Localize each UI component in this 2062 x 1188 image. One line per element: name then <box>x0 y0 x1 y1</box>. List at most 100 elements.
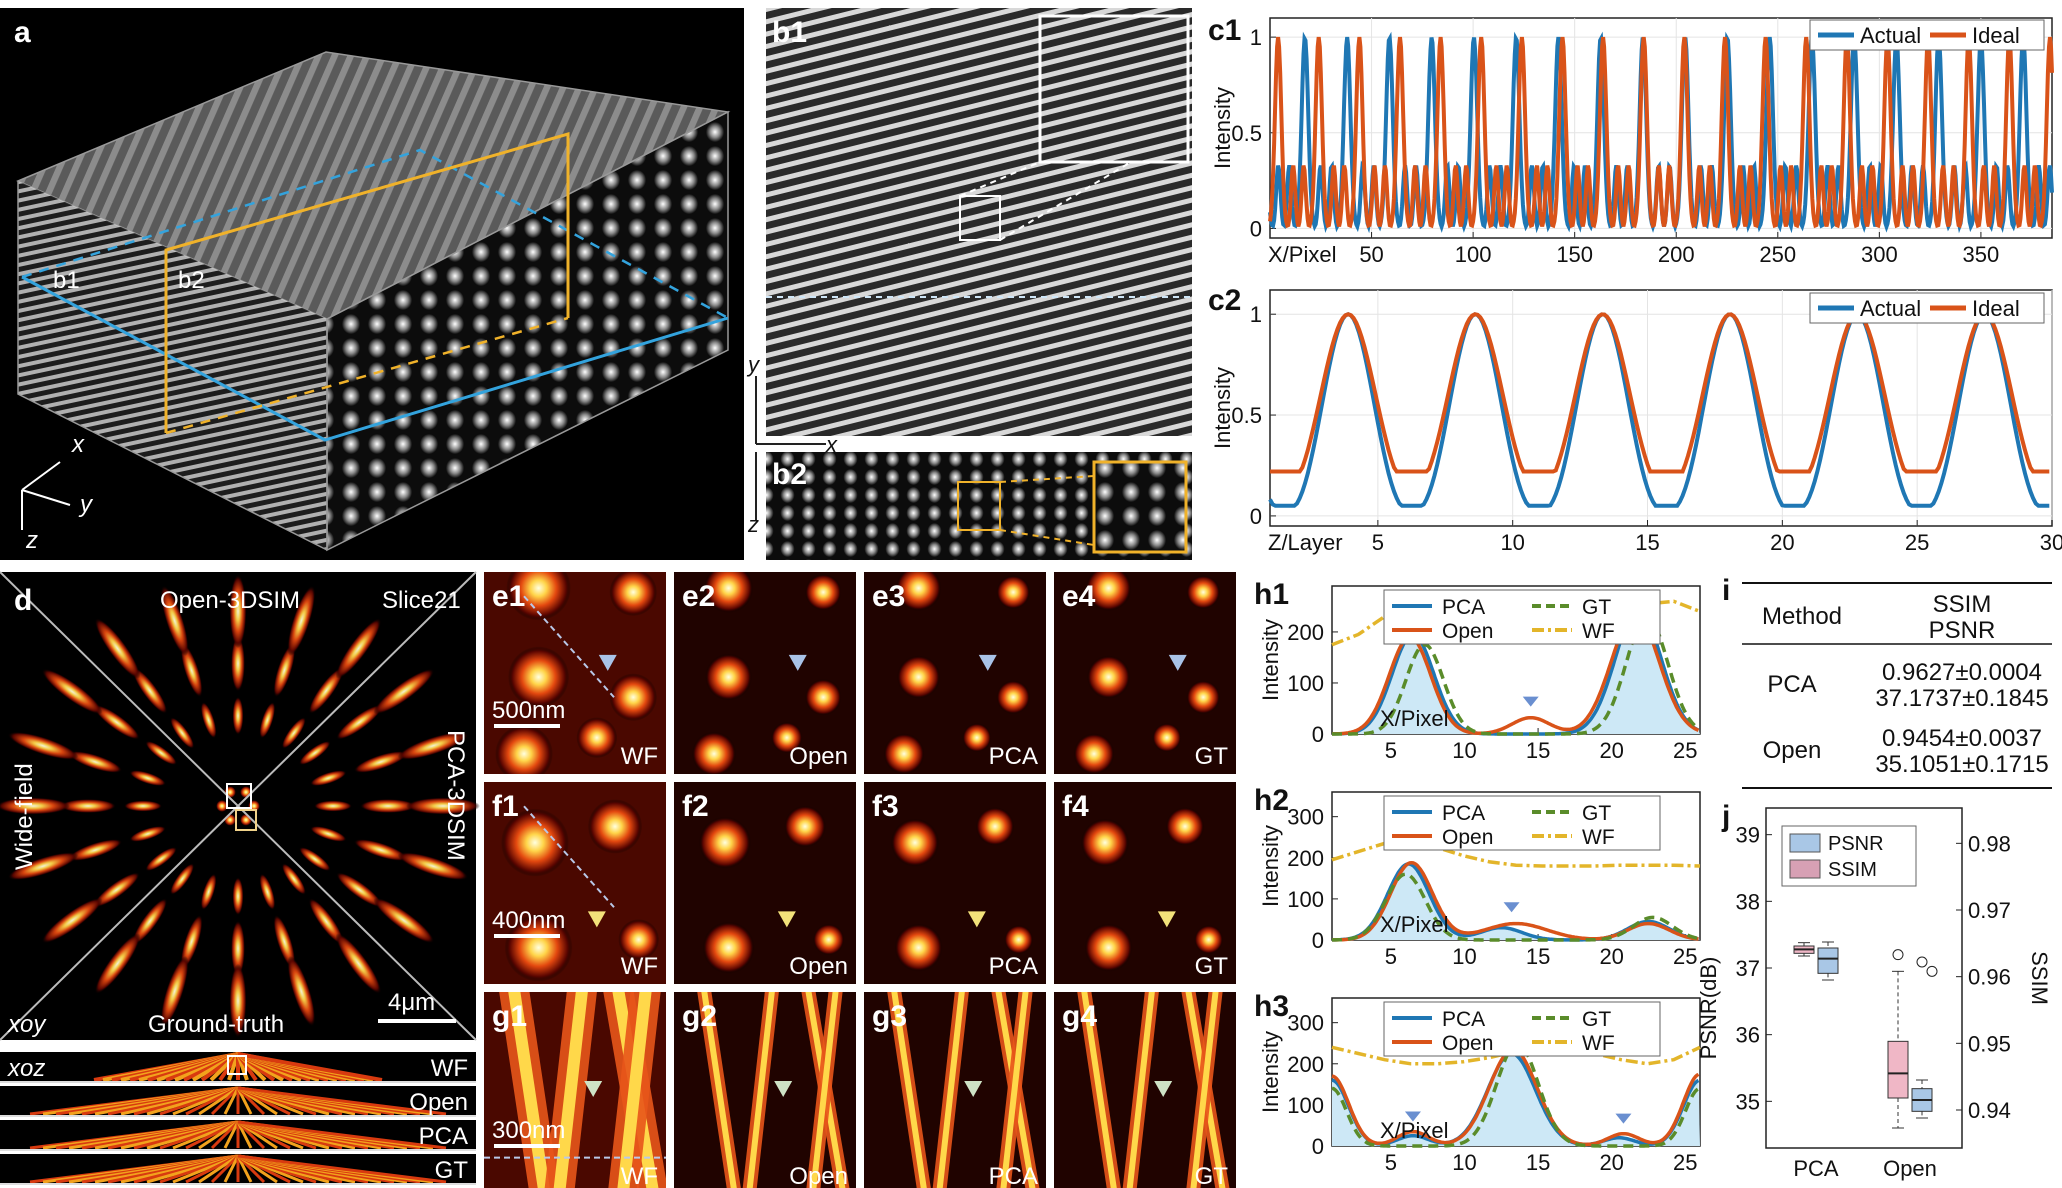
psf-lobe <box>129 826 166 842</box>
y-tick-label: 0 <box>1312 928 1324 953</box>
arrow-icon <box>1615 1113 1632 1124</box>
legend-label: GT <box>1582 1008 1611 1031</box>
y-tick-label: 0 <box>1312 722 1324 747</box>
y-tick-label: 300 <box>1287 1011 1324 1036</box>
emitter-dot <box>702 921 755 974</box>
psf-lobe <box>314 800 352 812</box>
col-method: Method <box>1762 603 1842 630</box>
tile-label: e3 <box>872 580 905 613</box>
psf-lobe <box>273 643 296 698</box>
col-psnr: PSNR <box>1929 617 1996 644</box>
x-tick-label: 15 <box>1526 944 1550 969</box>
xoz-ray <box>198 1120 239 1150</box>
psf-lobe <box>353 751 408 773</box>
legend-label: Open <box>1442 1032 1493 1055</box>
psf-lobe <box>170 863 195 895</box>
y-tick-label: 0 <box>1312 1134 1324 1159</box>
psf-lobe <box>232 696 244 735</box>
xoz-ray <box>210 1120 240 1150</box>
axis-x-label: x <box>71 431 85 458</box>
tile-tag: GT <box>1195 1163 1229 1188</box>
arrow-icon <box>967 911 986 928</box>
x-axis-label: Z/Layer <box>1268 530 1343 555</box>
x-tick-label: 50 <box>1359 242 1383 267</box>
emitter-dot <box>805 679 842 716</box>
psf-lobe <box>132 667 168 714</box>
b-axis-y: y <box>746 352 761 377</box>
psf-core-dot <box>224 786 236 799</box>
xoz-ray <box>237 1154 447 1184</box>
tile-label: g4 <box>1062 1000 1097 1033</box>
tile-content <box>1073 572 1221 774</box>
arrow-icon <box>598 654 617 671</box>
axes-triad: x y z <box>21 431 94 554</box>
legend-label: WF <box>1582 620 1615 643</box>
emitter-dot <box>771 722 803 754</box>
y-tick-label: 100 <box>1287 1093 1324 1118</box>
xoz-ray <box>236 1087 253 1115</box>
xoz-ray <box>223 1087 240 1115</box>
emitter-dot <box>1073 733 1115 774</box>
xoz-ray <box>236 1155 253 1183</box>
x-tick-label: 20 <box>1599 944 1623 969</box>
legend-label: PCA <box>1442 1008 1485 1031</box>
psf-lobe <box>93 704 140 740</box>
psf-lobe <box>180 643 203 698</box>
strip-tag-open: Open <box>409 1089 468 1116</box>
tile-content <box>499 992 666 1188</box>
box-ssim <box>1817 947 1839 974</box>
arrow-icon <box>1404 1111 1421 1122</box>
emitter-dot <box>996 575 1031 609</box>
panel-a: a b1 b2 x y z <box>0 8 744 560</box>
y-tick-label-right: 0.97 <box>1968 898 2011 923</box>
x-axis-label: X/Pixel <box>1380 1118 1448 1143</box>
slice-b1-label: b1 <box>53 267 80 294</box>
psf-lobe <box>200 873 217 910</box>
psf-lobe <box>7 731 79 760</box>
emitter-dot <box>1186 680 1221 715</box>
y-axis-label-left: PSNR(dB) <box>1696 957 1721 1060</box>
tile-content <box>697 992 850 1188</box>
x-tick-label: 20 <box>1599 1150 1623 1175</box>
y-tick-label: 38 <box>1736 889 1760 914</box>
emitter-dot <box>1004 925 1034 954</box>
emitter-dot <box>504 913 573 982</box>
arrow-icon <box>777 911 796 928</box>
arrow-icon <box>1503 902 1520 913</box>
emitter-dot <box>1165 807 1205 846</box>
x-tick-label: 15 <box>1635 530 1659 555</box>
axis-y-label: y <box>78 491 94 518</box>
legend-label: GT <box>1582 802 1611 825</box>
psf-lobe <box>259 702 276 739</box>
d-plane-label: xoy <box>7 1011 47 1038</box>
outlier-point <box>1916 956 1928 968</box>
psf-lobe <box>373 897 435 944</box>
emitter-dot <box>698 816 751 869</box>
xoz-plane-label: xoz <box>7 1055 45 1082</box>
legend-label: WF <box>1582 1032 1615 1055</box>
arrow-icon <box>788 654 807 671</box>
chart-j: 35 36 37 38 39 0.94 0.95 0.96 0.97 0.98 PSNR(dB) SS… <box>1696 807 2052 1181</box>
psf-lobe <box>299 847 331 872</box>
x-tick-label: 200 <box>1658 242 1695 267</box>
tile-g1: 300nm g1 WF <box>484 992 666 1188</box>
y-axis-label: Intensity <box>1258 1031 1283 1113</box>
y-tick-label-right: 0.94 <box>1968 1098 2011 1123</box>
y-tick-label: 300 <box>1287 805 1324 830</box>
x-axis-label: X/Pixel <box>1380 706 1448 731</box>
legend: Actual Ideal <box>1809 19 2045 51</box>
arrow-icon <box>587 911 606 928</box>
emitter-dot <box>587 799 643 854</box>
emitter-dot <box>1194 925 1224 954</box>
chart-c2: 5 10 15 20 25 30 0 0.5 1 Intensity Z/Layer Actual Id… <box>1210 289 2062 555</box>
x-tick-label: 15 <box>1526 738 1550 763</box>
psf-lobe <box>41 897 103 944</box>
tile-label: g3 <box>872 1000 907 1033</box>
x-tick-label: 25 <box>1673 1150 1697 1175</box>
series-line-gt <box>1332 872 1699 942</box>
legend-label: Open <box>1442 620 1493 643</box>
arrow-icon <box>774 1080 793 1097</box>
series-line-ideal <box>1268 36 2054 229</box>
